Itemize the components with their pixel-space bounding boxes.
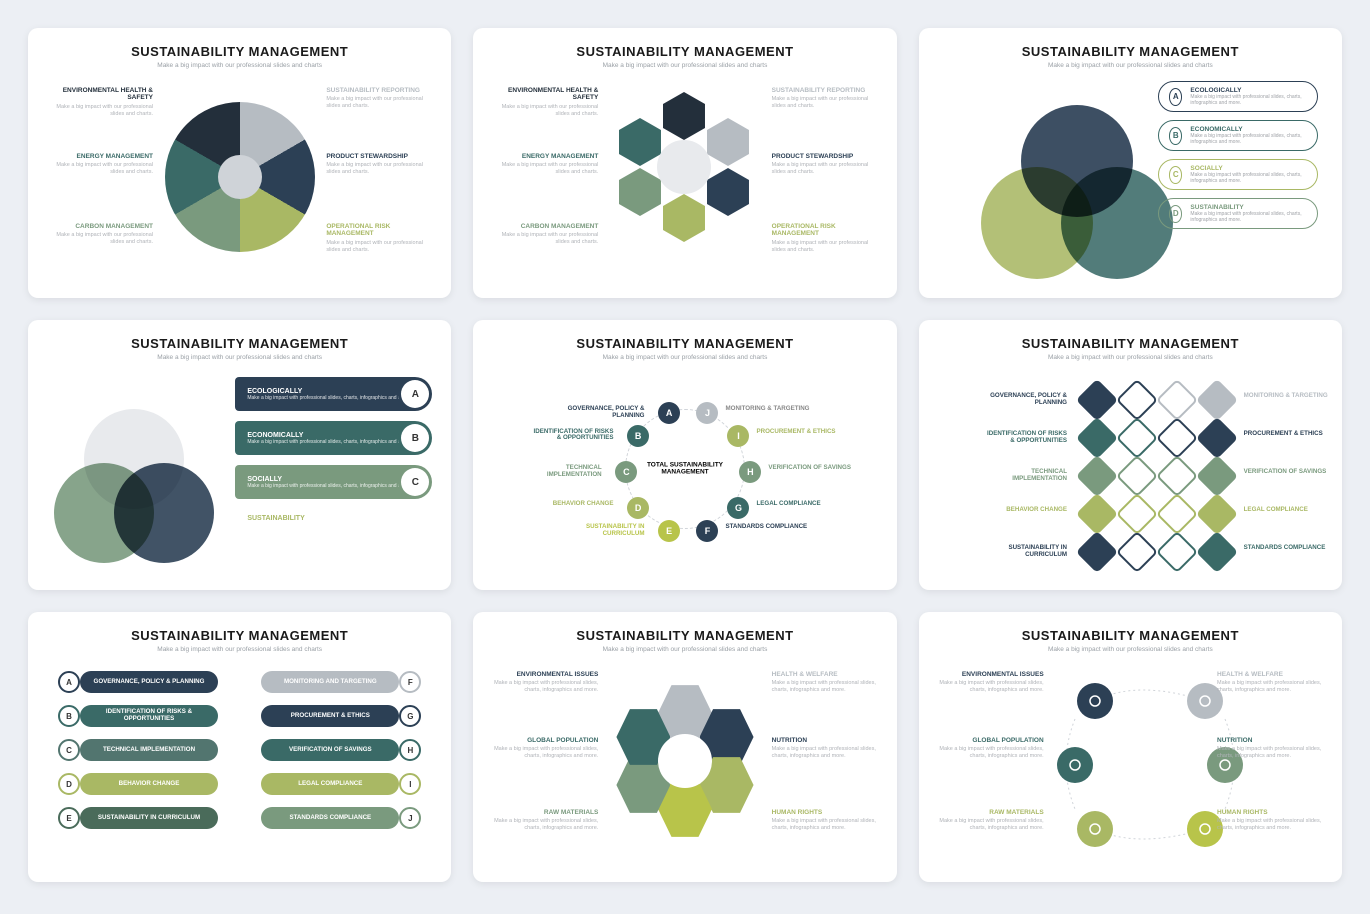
bar-item: VERIFICATION OF SAVINGSH [261,737,421,763]
label: ENVIRONMENTAL HEALTH & SAFETYMake a big … [48,87,153,117]
list-item: CSOCIALLYMake a big impact with professi… [1158,159,1318,190]
cycle-node: F [696,520,718,542]
list-item: DSUSTAINABILITYMake a big impact with pr… [1158,198,1318,229]
cycle-node: E [658,520,680,542]
slide-9-circles: SUSTAINABILITY MANAGEMENT Make a big imp… [919,612,1342,882]
circle-node [1057,747,1093,783]
label: OPERATIONAL RISK MANAGEMENTMake a big im… [326,223,431,253]
slide-8-hexring: SUSTAINABILITY MANAGEMENT Make a big imp… [473,612,896,882]
hex-segment [619,118,661,166]
slide-5-cycle: SUSTAINABILITY MANAGEMENT Make a big imp… [473,320,896,590]
hex-ring [600,676,770,846]
cycle-node: H [739,461,761,483]
hex-segment [663,194,705,242]
hex-segment [707,118,749,166]
slide-2-hex: SUSTAINABILITY MANAGEMENT Make a big imp… [473,28,896,298]
label: SUSTAINABILITY REPORTINGMake a big impac… [326,87,431,110]
title: SUSTAINABILITY MANAGEMENT [46,44,433,59]
bar-item: STANDARDS COMPLIANCEJ [261,805,421,831]
list-item: AECOLOGICALLYMake a big impact with prof… [1158,81,1318,112]
center-label: TOTAL SUSTAINABILITY MANAGEMENT [645,462,725,477]
label: ENERGY MANAGEMENTMake a big impact with … [48,153,153,176]
subtitle: Make a big impact with our professional … [46,62,433,69]
slide-6-diamonds: SUSTAINABILITY MANAGEMENT Make a big imp… [919,320,1342,590]
circle-node [1077,811,1113,847]
cycle-node: G [727,497,749,519]
pie-chart [165,102,315,252]
chevron-bar: ECONOMICALLYMake a big impact with profe… [235,421,415,455]
cycle-node: B [627,425,649,447]
diamond-solid [1075,531,1117,573]
bar-item: PROCUREMENT & ETHICSG [261,703,421,729]
venn-diagram [46,367,226,567]
hex-cluster [595,92,775,262]
slide-1-pie: SUSTAINABILITY MANAGEMENT Make a big imp… [28,28,451,298]
diamond-solid [1075,455,1117,497]
hex-segment [663,92,705,140]
chevron-bar: ECOLOGICALLYMake a big impact with profe… [235,377,415,411]
slide-4-venn-bars: SUSTAINABILITY MANAGEMENT Make a big imp… [28,320,451,590]
hex-segment [619,168,661,216]
venn-diagram [927,75,1147,285]
bar-item: LEGAL COMPLIANCEI [261,771,421,797]
label: PRODUCT STEWARDSHIPMake a big impact wit… [326,153,431,176]
chevron-bar: SOCIALLYMake a big impact with professio… [235,465,415,499]
cycle-node: D [627,497,649,519]
bar-item: ESUSTAINABILITY IN CURRICULUM [58,805,218,831]
bar-item: BIDENTIFICATION OF RISKS & OPPORTUNITIES [58,703,218,729]
cycle-node: I [727,425,749,447]
label: CARBON MANAGEMENTMake a big impact with … [48,223,153,246]
bar-item: AGOVERNANCE, POLICY & PLANNING [58,669,218,695]
bar-item: DBEHAVIOR CHANGE [58,771,218,797]
diamond-solid [1075,493,1117,535]
diamond-solid [1075,417,1117,459]
circle-node [1077,683,1113,719]
list-item: BECONOMICALLYMake a big impact with prof… [1158,120,1318,151]
bar-item: MONITORING AND TARGETINGF [261,669,421,695]
bar-item: CTECHNICAL IMPLEMENTATION [58,737,218,763]
diamond-solid [1075,379,1117,421]
hex-segment [707,168,749,216]
slide-7-bars: SUSTAINABILITY MANAGEMENT Make a big imp… [28,612,451,882]
slide-3-venn: SUSTAINABILITY MANAGEMENT Make a big imp… [919,28,1342,298]
slide-grid: SUSTAINABILITY MANAGEMENT Make a big imp… [28,28,1342,882]
